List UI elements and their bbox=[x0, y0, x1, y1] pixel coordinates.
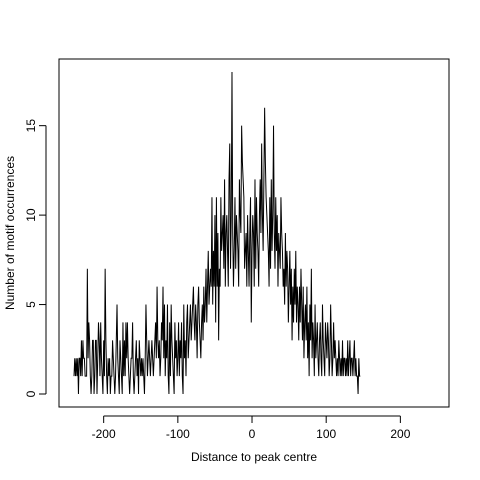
y-axis: 0 5 10 15 bbox=[24, 119, 47, 397]
y-tick-label: 15 bbox=[24, 119, 38, 133]
x-tick-label: 200 bbox=[390, 427, 410, 441]
x-axis-title: Distance to peak centre bbox=[191, 450, 317, 464]
x-axis: -200 -100 0 100 200 bbox=[92, 415, 411, 441]
y-tick-label: 10 bbox=[24, 208, 38, 222]
x-tick-label: -100 bbox=[166, 427, 190, 441]
x-tick-label: 100 bbox=[316, 427, 336, 441]
y-tick-label: 5 bbox=[24, 301, 38, 308]
y-axis-title: Number of motif occurrences bbox=[3, 156, 17, 310]
plot-frame bbox=[58, 58, 450, 408]
x-tick-label: -200 bbox=[92, 427, 116, 441]
y-tick-label: 0 bbox=[24, 390, 38, 397]
series-line bbox=[73, 71, 361, 395]
x-tick-label: 0 bbox=[249, 427, 256, 441]
